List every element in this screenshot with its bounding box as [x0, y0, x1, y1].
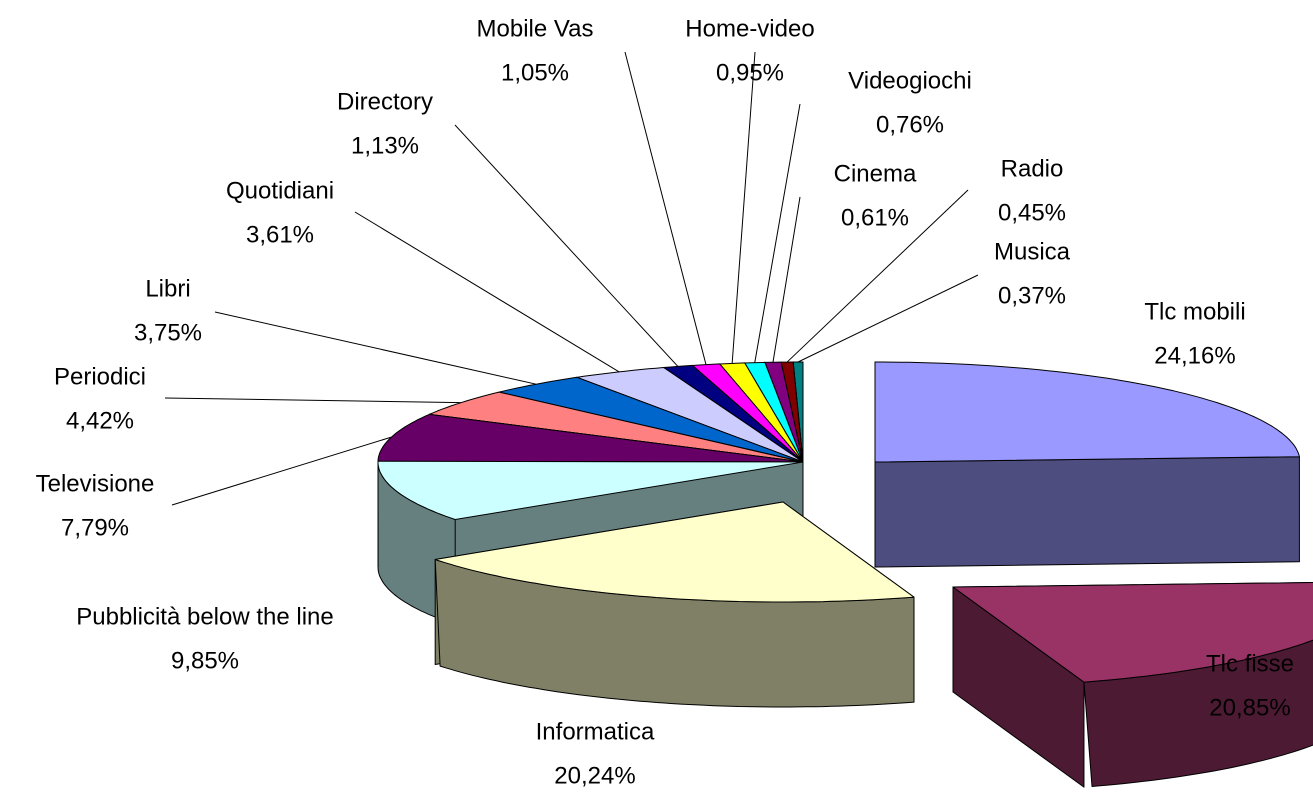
value-label: 0,37%	[998, 282, 1066, 309]
leader-line	[772, 196, 801, 363]
category-label: Informatica	[536, 718, 655, 745]
value-label: 4,42%	[66, 407, 134, 434]
value-label: 1,13%	[351, 132, 419, 159]
value-label: 20,85%	[1209, 694, 1290, 721]
leader-line	[214, 311, 537, 385]
value-label: 0,95%	[716, 59, 784, 86]
leader-line	[786, 189, 969, 363]
category-label: Radio	[1001, 155, 1064, 182]
slice-top	[498, 376, 804, 463]
leader-line	[624, 51, 707, 365]
leader-line	[354, 211, 620, 373]
slice-top	[952, 582, 1313, 683]
leader-line	[731, 51, 756, 364]
value-label: 9,85%	[171, 647, 239, 674]
slice	[874, 361, 1300, 568]
category-label: Musica	[994, 238, 1071, 265]
value-label: 24,16%	[1154, 342, 1235, 369]
leader-line	[454, 124, 679, 367]
category-label: Quotidiani	[226, 177, 334, 204]
slice-top	[377, 460, 804, 520]
category-label: Periodici	[54, 363, 146, 390]
slice-top	[874, 361, 1300, 463]
leader-line	[171, 436, 392, 506]
value-label: 0,76%	[876, 111, 944, 138]
category-label: Cinema	[834, 160, 917, 187]
category-label: Directory	[337, 88, 433, 115]
leader-line	[754, 103, 801, 363]
category-label: Videogiochi	[848, 67, 972, 94]
category-label: Mobile Vas	[477, 15, 594, 42]
slice	[952, 582, 1313, 788]
slice-top	[434, 501, 915, 603]
value-label: 1,05%	[501, 59, 569, 86]
leader-line	[164, 397, 461, 404]
category-label: Home-video	[685, 15, 814, 42]
value-label: 0,61%	[841, 204, 909, 231]
value-label: 0,45%	[998, 199, 1066, 226]
slice	[434, 501, 915, 708]
value-label: 20,24%	[554, 762, 635, 789]
slice-top	[428, 391, 804, 463]
value-label: 3,61%	[246, 221, 314, 248]
slice-top	[377, 413, 804, 463]
leader-line	[797, 274, 979, 363]
category-label: Libri	[145, 275, 190, 302]
value-label: 7,79%	[61, 514, 129, 541]
category-label: Tlc fisse	[1206, 650, 1294, 677]
value-label: 3,75%	[134, 319, 202, 346]
category-label: Tlc mobili	[1144, 298, 1245, 325]
slice-top	[576, 367, 804, 463]
category-label: Televisione	[36, 470, 155, 497]
slice-radial-wall	[874, 456, 1300, 568]
category-label: Pubblicità below the line	[76, 603, 334, 630]
